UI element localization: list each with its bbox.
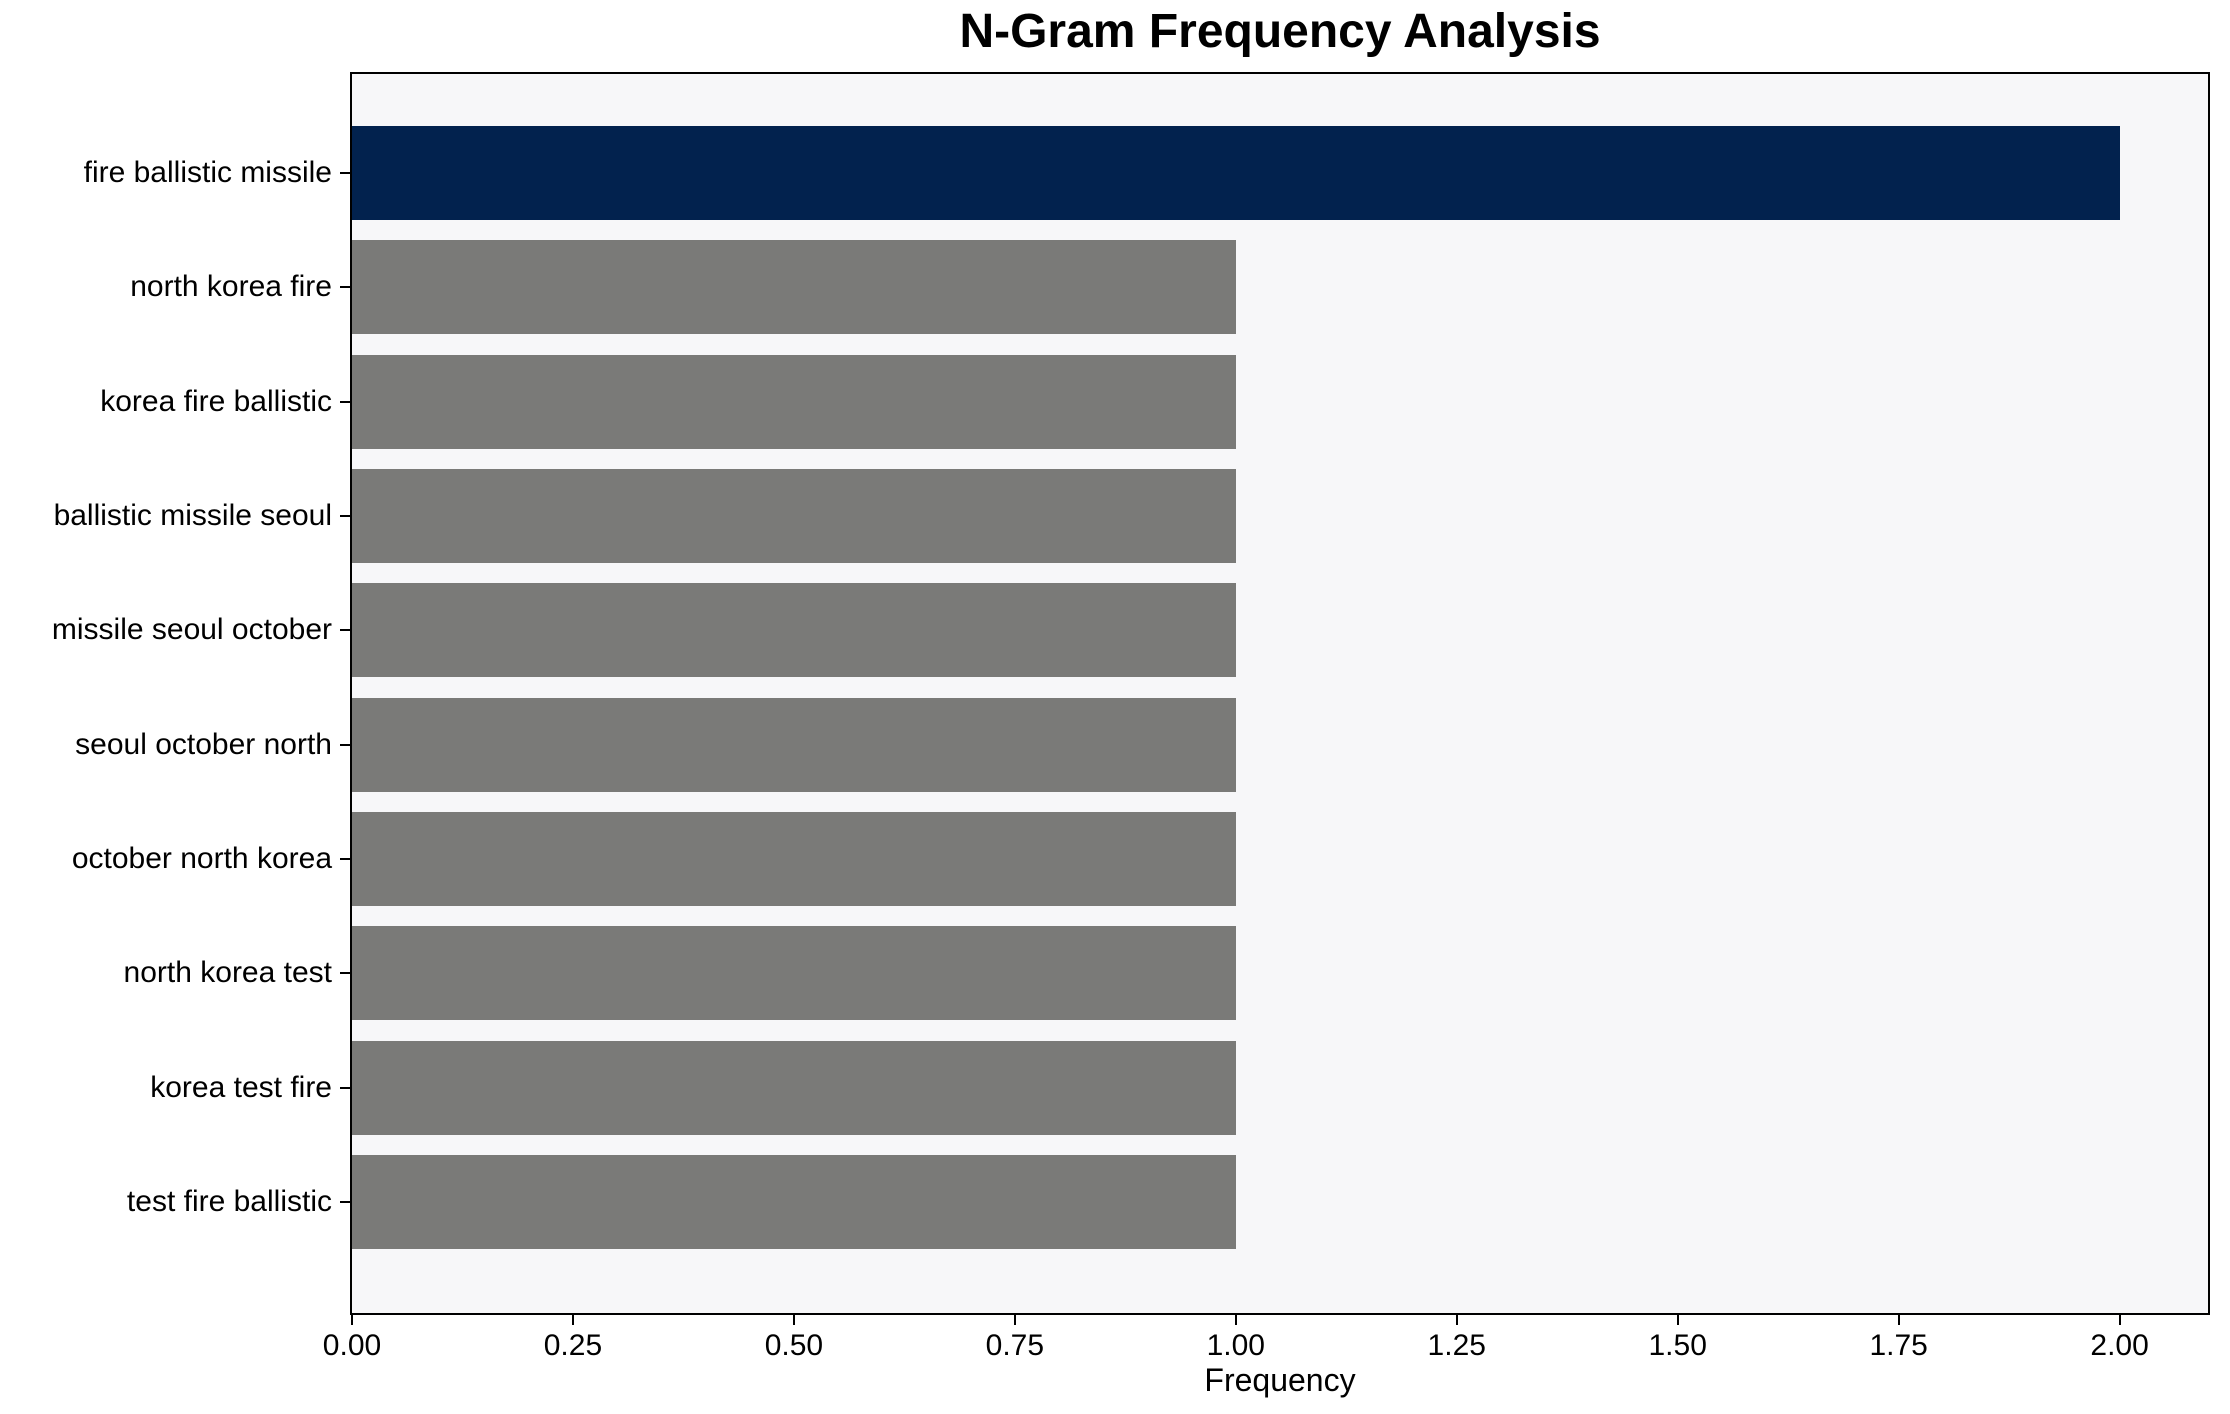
y-tick-mark <box>340 1086 352 1089</box>
x-tick-mark <box>351 1315 353 1325</box>
x-tick-label: 2.00 <box>2090 1329 2149 1362</box>
y-tick-mark <box>340 286 352 289</box>
bar <box>352 240 1236 335</box>
x-tick-mark <box>571 1315 574 1325</box>
y-tick-mark <box>340 857 352 860</box>
x-tick-label: 1.25 <box>1427 1329 1486 1362</box>
x-axis-label: Frequency <box>1204 1362 1356 1398</box>
y-tick-mark <box>340 515 352 518</box>
x-tick-label: 0.50 <box>764 1329 824 1362</box>
y-tick-label: seoul october north <box>75 727 332 761</box>
x-tick-label: 1.50 <box>1648 1329 1707 1362</box>
x-tick-label: 0.00 <box>322 1329 382 1362</box>
x-tick-mark <box>792 1315 795 1325</box>
y-tick-label: test fire ballistic <box>126 1184 332 1218</box>
x-tick-label: 0.25 <box>543 1329 603 1362</box>
y-tick-label: fire ballistic missile <box>83 156 332 190</box>
y-tick-label: ballistic missile seoul <box>53 499 332 533</box>
bar <box>352 469 1236 564</box>
bar <box>352 126 2120 221</box>
bar <box>352 1154 1236 1249</box>
y-tick-mark <box>340 629 352 632</box>
y-tick-label: north korea test <box>123 956 332 990</box>
y-tick-label: missile seoul october <box>51 613 332 647</box>
bar <box>352 926 1236 1021</box>
plot-area <box>350 72 2210 1315</box>
y-tick-mark <box>340 743 352 746</box>
bar <box>352 354 1236 449</box>
x-tick-mark <box>2118 1315 2121 1325</box>
y-tick-mark <box>340 972 352 975</box>
x-tick-mark <box>1013 1315 1016 1325</box>
bar <box>352 697 1236 792</box>
bar <box>352 583 1236 678</box>
x-tick-mark <box>1455 1315 1458 1325</box>
x-tick-mark <box>1234 1315 1237 1325</box>
chart-title: N-Gram Frequency Analysis <box>959 5 1601 58</box>
bar <box>352 811 1236 906</box>
y-tick-label: korea fire ballistic <box>100 384 332 418</box>
y-tick-mark <box>340 172 352 175</box>
y-tick-label: korea test fire <box>150 1070 332 1104</box>
y-tick-mark <box>340 1200 352 1203</box>
y-tick-label: october north korea <box>71 841 332 875</box>
x-tick-mark <box>1897 1315 1900 1325</box>
x-tick-label: 1.75 <box>1869 1329 1928 1362</box>
y-tick-label: north korea fire <box>130 270 332 304</box>
x-tick-label: 1.00 <box>1206 1329 1265 1362</box>
y-tick-mark <box>340 400 352 403</box>
x-tick-label: 0.75 <box>985 1329 1045 1362</box>
bar <box>352 1040 1236 1135</box>
x-tick-mark <box>1676 1315 1679 1325</box>
